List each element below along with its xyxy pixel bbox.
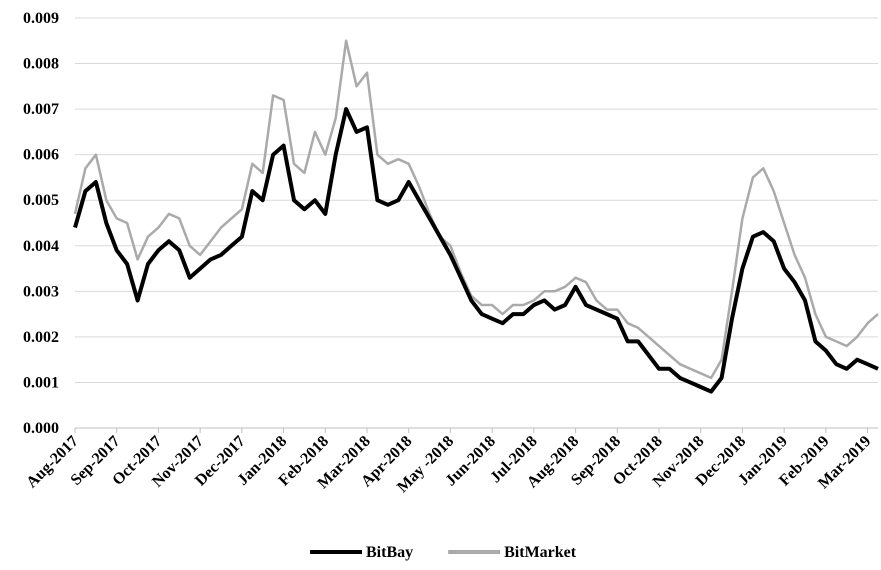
series-line	[73, 39, 879, 380]
legend-label: BitBay	[366, 544, 413, 561]
y-tick-label: 0.006	[23, 147, 59, 164]
y-tick-label: 0.003	[23, 283, 59, 300]
y-tick-label: 0.009	[23, 10, 59, 27]
legend-label: BitMarket	[504, 544, 577, 561]
y-tick-label: 0.004	[23, 238, 59, 255]
series-line	[73, 107, 879, 394]
y-tick-label: 0.002	[23, 329, 59, 346]
y-tick-label: 0.007	[23, 101, 59, 118]
y-tick-label: 0.008	[23, 56, 59, 73]
y-tick-label: 0.001	[23, 374, 59, 391]
y-tick-label: 0.000	[23, 420, 59, 437]
y-tick-label: 0.005	[23, 192, 59, 209]
